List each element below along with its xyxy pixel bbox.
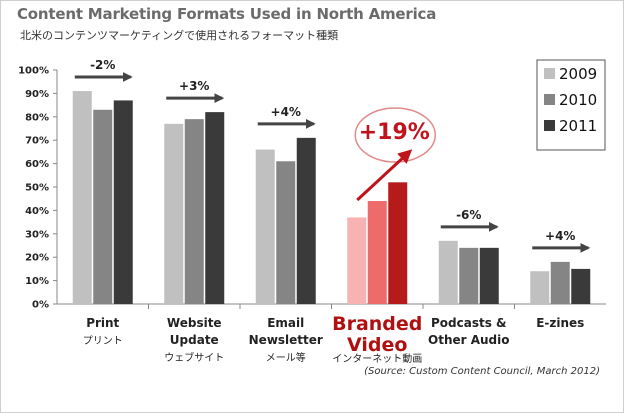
category-label-jp: インターネット動画 [332, 352, 422, 365]
bar-2011 [113, 100, 133, 304]
y-tick-label: 30% [25, 229, 49, 240]
delta-label: +4% [545, 229, 575, 243]
y-tick-label: 0% [32, 300, 49, 311]
bar-2009 [530, 271, 550, 304]
category-label: Update [170, 333, 219, 347]
legend-label: 2009 [559, 65, 597, 83]
bar-2010 [367, 201, 387, 304]
y-tick-label: 20% [25, 253, 49, 264]
y-tick-label: 70% [25, 136, 49, 147]
y-tick-label: 100% [18, 66, 49, 77]
delta-label: -6% [456, 208, 481, 222]
bar-2010 [276, 161, 296, 304]
bar-2011 [205, 112, 225, 305]
y-tick-label: 40% [25, 206, 49, 217]
legend-label: 2010 [559, 91, 597, 109]
bar-2011 [296, 137, 316, 304]
legend-swatch-2011 [544, 120, 555, 131]
delta-label: +19% [359, 120, 430, 145]
category-label: Podcasts & [431, 316, 507, 330]
category-label: Other Audio [428, 333, 510, 347]
y-tick-label: 80% [25, 112, 49, 123]
bar-2011 [388, 182, 408, 304]
category-label-jp: ウェブサイト [164, 351, 224, 364]
delta-label: +4% [271, 105, 301, 119]
bar-2010 [459, 247, 479, 304]
y-tick-label: 90% [25, 89, 49, 100]
bar-2011 [479, 247, 499, 304]
y-tick-label: 60% [25, 159, 49, 170]
bar-2010 [184, 119, 204, 304]
bar-2010 [93, 109, 113, 304]
bar-2009 [255, 149, 275, 304]
chart-title: Content Marketing Formats Used in North … [17, 5, 437, 23]
chart-subtitle: 北米のコンテンツマーケティングで使用されるフォーマット種類 [20, 29, 339, 42]
bar-2009 [347, 217, 367, 304]
category-label: Video [347, 334, 407, 356]
category-label: Website [167, 316, 222, 330]
category-label-jp: プリント [83, 335, 123, 347]
y-tick-label: 10% [25, 276, 49, 287]
y-tick-label: 50% [25, 183, 49, 194]
legend-label: 2011 [559, 117, 597, 135]
bar-2009 [438, 240, 458, 304]
category-label: E-zines [536, 316, 584, 330]
bar-2010 [550, 261, 570, 304]
trend-arrow [356, 149, 413, 202]
legend-swatch-2009 [544, 68, 555, 79]
delta-label: +3% [179, 79, 209, 93]
bar-2009 [164, 123, 184, 304]
bar-2011 [571, 268, 591, 304]
category-label: Print [86, 316, 119, 330]
highlight-circle [354, 107, 436, 163]
bar-2009 [72, 91, 92, 304]
category-label: Newsletter [249, 333, 323, 347]
category-label: Email [267, 316, 304, 330]
delta-label: -2% [90, 58, 115, 72]
category-label-jp: メール等 [266, 351, 306, 364]
legend-swatch-2010 [544, 94, 555, 105]
source-note: (Source: Custom Content Council, March 2… [364, 366, 600, 377]
category-label: Branded [332, 313, 422, 335]
